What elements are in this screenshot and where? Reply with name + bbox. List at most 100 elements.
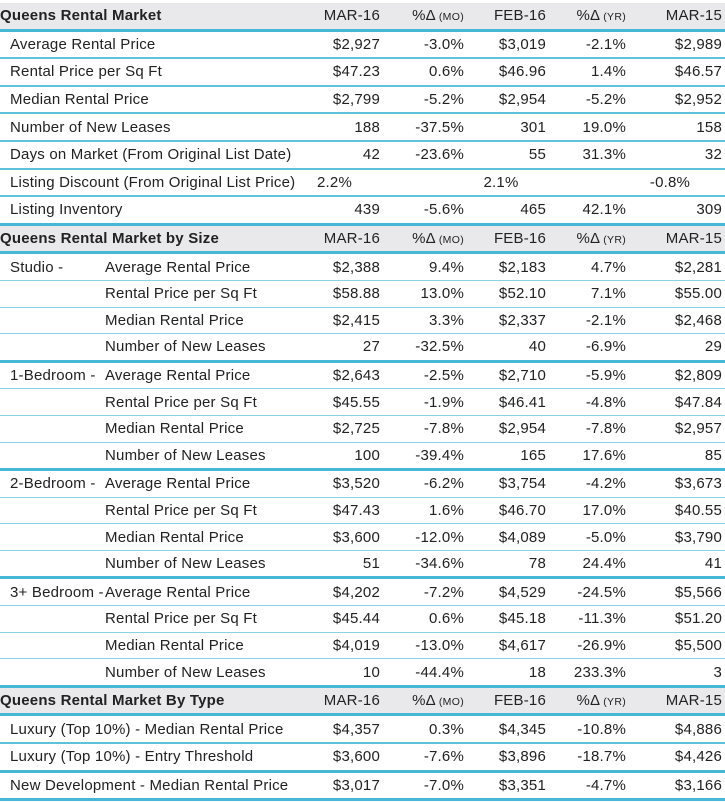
metric-label: Rental Price per Sq Ft	[105, 285, 257, 303]
cell-value: $3,017	[332, 776, 380, 794]
cell-value: 17.6%	[582, 446, 626, 464]
cell-value: -10.8%	[577, 720, 626, 738]
table-row: 1-Bedroom - Average Rental Price $2,643 -2.…	[0, 361, 725, 389]
cell-value: $2,415	[332, 311, 380, 329]
cell-value: -26.9%	[577, 636, 626, 654]
cell-value: $52.10	[498, 285, 546, 303]
cell-value: $51.20	[674, 610, 722, 628]
cell-value: 158	[696, 118, 722, 136]
column-header-period-label: (MO)	[438, 696, 464, 709]
cell-value: $45.55	[332, 393, 380, 411]
cell-value: $46.57	[674, 63, 722, 81]
table-row: Median Rental Price $3,600 -12.0% $4,089 -5.…	[0, 524, 725, 551]
group-label	[0, 524, 105, 551]
cell-value: 301	[520, 118, 546, 136]
cell-value: 1.4%	[591, 63, 626, 81]
cell-value: $46.96	[498, 63, 546, 81]
group-label	[0, 442, 105, 470]
cell-value: $2,388	[332, 258, 380, 276]
cell-value: $2,183	[498, 258, 546, 276]
column-header: MAR-16	[300, 686, 383, 715]
metric-label: Median Rental Price	[105, 420, 244, 438]
cell-value: $2,954	[498, 420, 546, 438]
section-header-row: Queens Rental Market by Size MAR-16 %Δ (MO)…	[0, 224, 725, 253]
cell-value: $2,952	[674, 91, 722, 109]
cell-value: 309	[696, 201, 722, 219]
cell-value: $3,600	[332, 748, 380, 766]
group-label	[0, 334, 105, 362]
column-header: %Δ (YR)	[549, 3, 629, 31]
metric-label: Median Rental Price	[105, 636, 244, 654]
cell-value: 41	[704, 555, 722, 573]
table-row: Average Rental Price $2,927 -3.0% $3,019 -2.…	[0, 30, 725, 59]
cell-value: 7.1%	[591, 285, 626, 303]
cell-value: 465	[520, 201, 546, 219]
cell-value: -37.5%	[415, 118, 464, 136]
cell-value: $2,643	[332, 367, 380, 385]
cell-value: 42	[362, 146, 380, 164]
cell-value: -2.5%	[423, 367, 464, 385]
column-header: FEB-16	[467, 3, 549, 31]
table-row: Median Rental Price $2,415 3.3% $2,337 -2.1%…	[0, 307, 725, 334]
cell-value: -6.9%	[585, 338, 626, 356]
cell-value: 2.1%	[483, 173, 519, 191]
cell-value: $58.88	[332, 285, 380, 303]
cell-value: -5.6%	[423, 201, 464, 219]
cell-value: -39.4%	[415, 446, 464, 464]
cell-value: $2,989	[674, 35, 722, 53]
column-header: %Δ (MO)	[383, 686, 467, 715]
group-label	[0, 497, 105, 524]
column-header-period-label: (MO)	[438, 11, 464, 24]
cell-value: $4,529	[498, 583, 546, 601]
cell-value: $47.84	[674, 393, 722, 411]
cell-value: 29	[704, 338, 722, 356]
cell-value: $2,954	[498, 91, 546, 109]
cell-value: -7.8%	[585, 420, 626, 438]
metric-label: Rental Price per Sq Ft	[105, 501, 257, 519]
group-label	[0, 307, 105, 334]
cell-value: $4,345	[498, 720, 546, 738]
cell-value: 78	[528, 555, 546, 573]
cell-value: $3,754	[498, 475, 546, 493]
cell-value: -7.0%	[423, 776, 464, 794]
cell-value: 2.2%	[317, 173, 352, 191]
column-header: %Δ (YR)	[549, 686, 629, 715]
cell-value: -7.8%	[423, 420, 464, 438]
cell-value: $2,799	[332, 91, 380, 109]
table-row: Median Rental Price $2,725 -7.8% $2,954 -7.8…	[0, 415, 725, 442]
cell-value: -32.5%	[415, 338, 464, 356]
row-label: Rental Price per Sq Ft	[10, 63, 162, 81]
column-header-label: MAR-16	[323, 692, 380, 710]
cell-value: 24.4%	[582, 555, 626, 573]
cell-value: 31.3%	[582, 146, 626, 164]
section-header-row: Queens Rental Market MAR-16 %Δ (MO) FEB-16 %Δ…	[0, 3, 725, 31]
cell-value: $4,426	[674, 748, 722, 766]
cell-value: 0.6%	[429, 610, 464, 628]
table-row: Rental Price per Sq Ft $45.55 -1.9% $46.41 -…	[0, 389, 725, 416]
cell-value: $3,520	[332, 475, 380, 493]
cell-value: $2,468	[674, 311, 722, 329]
cell-value: $45.44	[332, 610, 380, 628]
table-row: Luxury (Top 10%) - Entry Threshold $3,600…	[0, 743, 725, 772]
cell-value: 188	[354, 118, 380, 136]
metric-label: Number of New Leases	[105, 663, 266, 681]
row-label: Listing Inventory	[10, 201, 123, 219]
table-row: Median Rental Price $2,799 -5.2% $2,954 -5.2…	[0, 86, 725, 114]
cell-value: $2,927	[332, 35, 380, 53]
row-label: Average Rental Price	[10, 35, 156, 53]
cell-value: $4,886	[674, 720, 722, 738]
metric-label: Rental Price per Sq Ft	[105, 610, 257, 628]
column-header: FEB-16	[467, 686, 549, 715]
column-header-period-label: (MO)	[438, 234, 464, 247]
metric-label: Number of New Leases	[105, 555, 266, 573]
metric-label: Number of New Leases	[105, 338, 266, 356]
cell-value: $2,281	[674, 258, 722, 276]
group-label	[0, 415, 105, 442]
cell-value: $4,019	[332, 636, 380, 654]
cell-value: 4.7%	[591, 258, 626, 276]
cell-value: 18	[528, 663, 546, 681]
cell-value: -4.2%	[585, 475, 626, 493]
cell-value: $3,019	[498, 35, 546, 53]
cell-value: -5.0%	[585, 528, 626, 546]
cell-value: 42.1%	[582, 201, 626, 219]
